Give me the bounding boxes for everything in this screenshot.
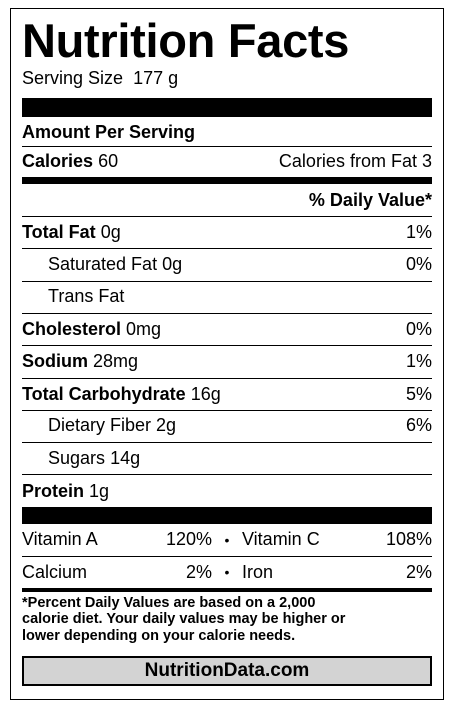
- text: % Daily Value*: [308, 190, 432, 210]
- text: 2%: [185, 561, 212, 582]
- text: 0g: [162, 253, 183, 274]
- text: 1%: [405, 222, 432, 243]
- vitamin-row: Vitamin A 120% • Vitamin C 108%: [22, 524, 432, 556]
- calories-from-fat: Calories from Fat 3: [279, 151, 432, 172]
- thick-bar: [22, 506, 432, 524]
- text: Iron: [242, 561, 274, 582]
- text: 0mg: [126, 319, 162, 340]
- nutrient-row: Cholesterol 0mg 0%: [22, 312, 432, 345]
- daily-value-header: % Daily Value*: [22, 185, 432, 216]
- text: Cholesterol: [22, 319, 122, 340]
- text: Sugars: [48, 447, 106, 468]
- text: Calories from Fat: [278, 151, 417, 171]
- text: Calcium: [22, 561, 88, 582]
- nutrient: Sodium 28mg: [22, 351, 138, 372]
- text: 60: [98, 151, 119, 171]
- text: Protein: [22, 480, 85, 501]
- vitamin: Vitamin C 108%: [242, 529, 432, 550]
- vitamin: Iron 2%: [242, 562, 432, 583]
- text: Total Fat: [22, 222, 96, 243]
- nutrient-row: Protein 1g: [22, 474, 432, 506]
- text: 16g: [190, 383, 221, 404]
- bullet: •: [224, 531, 230, 548]
- text: 120%: [165, 529, 212, 550]
- text: 3: [421, 151, 432, 171]
- nutrient-row: Sodium 28mg 1%: [22, 345, 432, 377]
- rule: [22, 587, 432, 592]
- text: Vitamin C: [242, 529, 320, 550]
- nutrient: Dietary Fiber 2g: [48, 415, 176, 436]
- calories: Calories 60: [22, 151, 118, 172]
- footnote-line: *Percent Daily Values are based on a 2,0…: [22, 594, 316, 611]
- medium-bar: [22, 177, 432, 184]
- thick-bar: [22, 98, 432, 117]
- nutrient: Trans Fat: [48, 286, 124, 307]
- title: Nutrition Facts: [22, 14, 350, 67]
- nutrient-row: Saturated Fat 0g 0%: [22, 248, 432, 279]
- text: Trans Fat: [48, 286, 125, 307]
- nutrient-row: Sugars 14g: [22, 442, 432, 473]
- calories-row: Calories 60 Calories from Fat 3: [22, 146, 432, 176]
- nutrition-label: Nutrition Facts Serving Size 177 g Amount …: [10, 8, 444, 700]
- nutrient-row: Total Fat 0g 1%: [22, 216, 432, 248]
- text: Saturated Fat: [48, 253, 158, 274]
- text: 14g: [110, 447, 141, 468]
- text: 6%: [405, 415, 432, 436]
- footnote-line: calorie diet. Your daily values may be h…: [22, 611, 346, 628]
- text: Serving Size: [22, 68, 124, 88]
- text: 108%: [385, 529, 432, 550]
- nutrient: Protein 1g: [22, 481, 109, 502]
- text: 177 g: [133, 68, 179, 88]
- footer-link: NutritionData.com: [22, 656, 432, 686]
- text: 2g: [156, 415, 177, 436]
- vitamin: Calcium 2%: [22, 562, 212, 583]
- nutrient: Cholesterol 0mg: [22, 319, 161, 340]
- text: 5%: [405, 383, 432, 404]
- amount-per-serving: Amount Per Serving: [22, 121, 196, 142]
- text: 0%: [405, 253, 432, 274]
- nutrient: Total Fat 0g: [22, 222, 121, 243]
- nutrient-row: Dietary Fiber 2g 6%: [22, 409, 432, 441]
- bullet: •: [224, 564, 230, 581]
- nutrient: Total Carbohydrate 16g: [22, 384, 221, 405]
- nutrient: Sugars 14g: [48, 448, 140, 469]
- vitamin: Vitamin A 120%: [22, 529, 212, 550]
- text: Vitamin A: [22, 529, 98, 550]
- text: 1%: [405, 351, 432, 372]
- footnote-line: lower depending on your calorie needs.: [22, 627, 296, 644]
- nutrient-row: Trans Fat: [22, 280, 432, 312]
- text: Calories: [22, 151, 94, 171]
- text: 0g: [100, 222, 121, 243]
- text: 1g: [89, 480, 110, 501]
- text: 28mg: [93, 351, 139, 372]
- nutrient: Saturated Fat 0g: [48, 254, 182, 275]
- serving-size: Serving Size 177 g: [22, 67, 432, 89]
- text: Dietary Fiber: [48, 415, 152, 436]
- text: Total Carbohydrate: [22, 383, 186, 404]
- text: 0%: [405, 319, 432, 340]
- text: 2%: [405, 561, 432, 582]
- vitamin-row: Calcium 2% • Iron 2%: [22, 555, 432, 588]
- nutrient-row: Total Carbohydrate 16g 5%: [22, 377, 432, 410]
- text: Sodium: [22, 351, 88, 372]
